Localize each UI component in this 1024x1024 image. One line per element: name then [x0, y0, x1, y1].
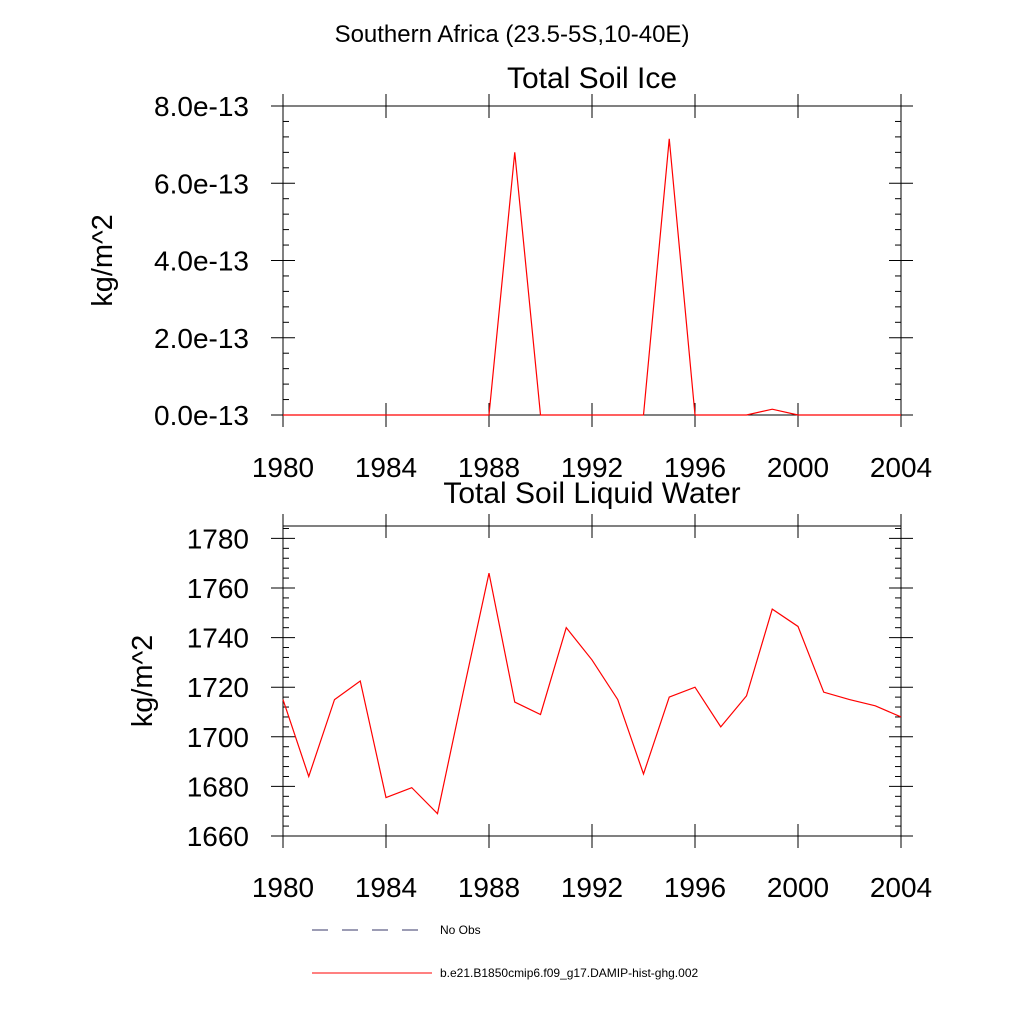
x-tick-label: 1996	[664, 452, 726, 483]
y-tick-label: 1700	[187, 722, 249, 753]
legend-label-no-obs: No Obs	[440, 923, 481, 937]
x-tick-label: 2004	[870, 872, 932, 903]
panel-total-soil-liquid-water: Total Soil Liquid Water kg/m^2 1980 1984 198…	[127, 477, 932, 903]
x-tick-label: 2000	[767, 872, 829, 903]
figure-suptitle: Southern Africa (23.5-5S,10-40E)	[335, 21, 690, 48]
y-tick-label: 1780	[187, 523, 249, 554]
y-tick-label: 1680	[187, 771, 249, 802]
plot-frame	[282, 525, 902, 837]
series-line	[283, 138, 901, 416]
series-line	[282, 572, 902, 815]
x-tick-label: 1996	[664, 872, 726, 903]
y-tick-label: 1760	[187, 573, 249, 604]
x-tick-label: 1980	[252, 872, 314, 903]
x-tick-label: 2000	[767, 452, 829, 483]
x-tick-label: 1980	[252, 452, 314, 483]
x-tick-label: 1984	[355, 872, 417, 903]
y-tick-label: 2.0e-13	[154, 323, 249, 354]
y-axis-label: kg/m^2	[87, 214, 119, 307]
x-tick-label: 1992	[561, 452, 623, 483]
panel-total-soil-ice: Total Soil Ice kg/m^2 1980 1984 1988 1992 1996…	[87, 62, 932, 483]
chart-title: Total Soil Liquid Water	[443, 477, 740, 510]
x-tick-label: 1988	[458, 872, 520, 903]
y-tick-label: 1660	[187, 821, 249, 852]
x-tick-label: 1984	[355, 452, 417, 483]
x-tick-label: 1992	[561, 872, 623, 903]
y-axis-label: kg/m^2	[127, 635, 159, 728]
chart-title: Total Soil Ice	[507, 62, 677, 95]
y-tick-label: 0.0e-13	[154, 400, 249, 431]
legend-label-model: b.e21.B1850cmip6.f09_g17.DAMIP-hist-ghg.…	[440, 966, 698, 980]
x-tick-label: 1988	[458, 452, 520, 483]
y-tick-label: 8.0e-13	[154, 91, 249, 122]
y-tick-label: 1740	[187, 623, 249, 654]
y-tick-label: 4.0e-13	[154, 246, 249, 277]
plot-frame	[282, 105, 902, 416]
y-tick-label: 6.0e-13	[154, 168, 249, 199]
legend: No Obs b.e21.B1850cmip6.f09_g17.DAMIP-hi…	[312, 923, 698, 980]
x-tick-label: 2004	[870, 452, 932, 483]
y-tick-label: 1720	[187, 672, 249, 703]
